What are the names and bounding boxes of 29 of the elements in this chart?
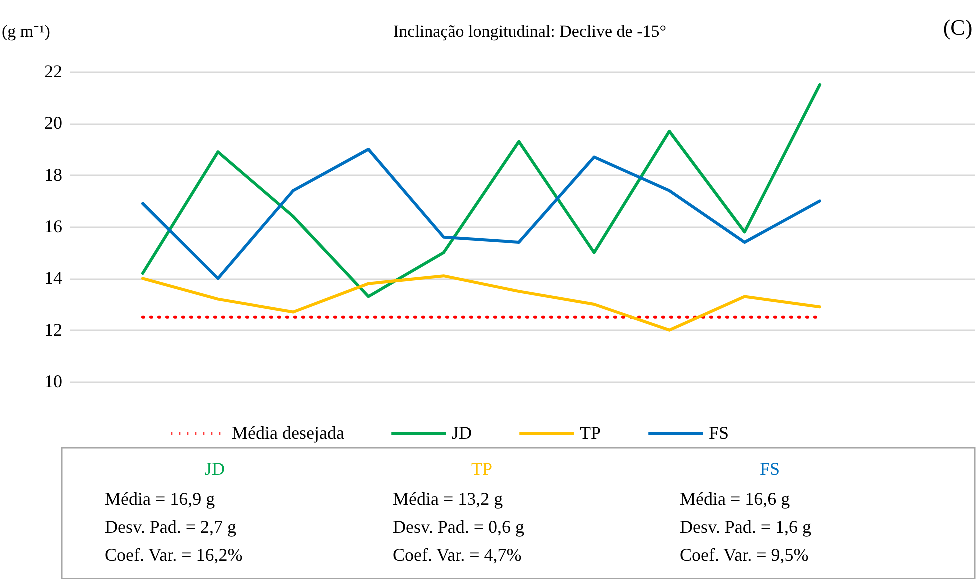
- y-tick-label: 18: [44, 164, 62, 185]
- text: Média = 16,9 g: [105, 489, 216, 509]
- text: FS: [760, 459, 780, 479]
- chart-title: Inclinação longitudinal: Declive de -15°: [393, 22, 667, 41]
- text: TP: [471, 459, 493, 479]
- text: Média = 13,2 g: [393, 489, 504, 509]
- text: Coef. Var. = 4,7%: [393, 545, 522, 565]
- text: JD: [204, 459, 226, 479]
- y-tick-label: 14: [44, 268, 62, 288]
- y-tick-label: 16: [44, 216, 62, 236]
- line-series: [141, 148, 822, 280]
- line-series: [141, 83, 822, 298]
- legend-label: JD: [452, 423, 472, 443]
- y-tick-label: 22: [44, 62, 62, 82]
- y-tick-label: 12: [44, 320, 62, 340]
- text: (C): [943, 15, 973, 40]
- legend-label: Média desejada: [232, 423, 344, 443]
- text: Desv. Pad. = 1,6 g: [680, 517, 812, 537]
- line-series: [141, 274, 822, 332]
- text: Coef. Var. = 16,2%: [105, 545, 243, 565]
- text: Média = 16,6 g: [680, 489, 790, 509]
- y-tick-label: 10: [44, 372, 62, 392]
- legend-label: FS: [709, 423, 730, 443]
- text: Desv. Pad. = 0,6 g: [393, 517, 524, 537]
- text: Desv. Pad. = 2,7 g: [105, 517, 236, 537]
- text: Coef. Var. = 9,5%: [680, 545, 809, 565]
- y-axis-title: (g m⁻¹): [2, 22, 50, 41]
- y-tick-label: 20: [44, 113, 62, 134]
- legend-label: TP: [580, 423, 602, 443]
